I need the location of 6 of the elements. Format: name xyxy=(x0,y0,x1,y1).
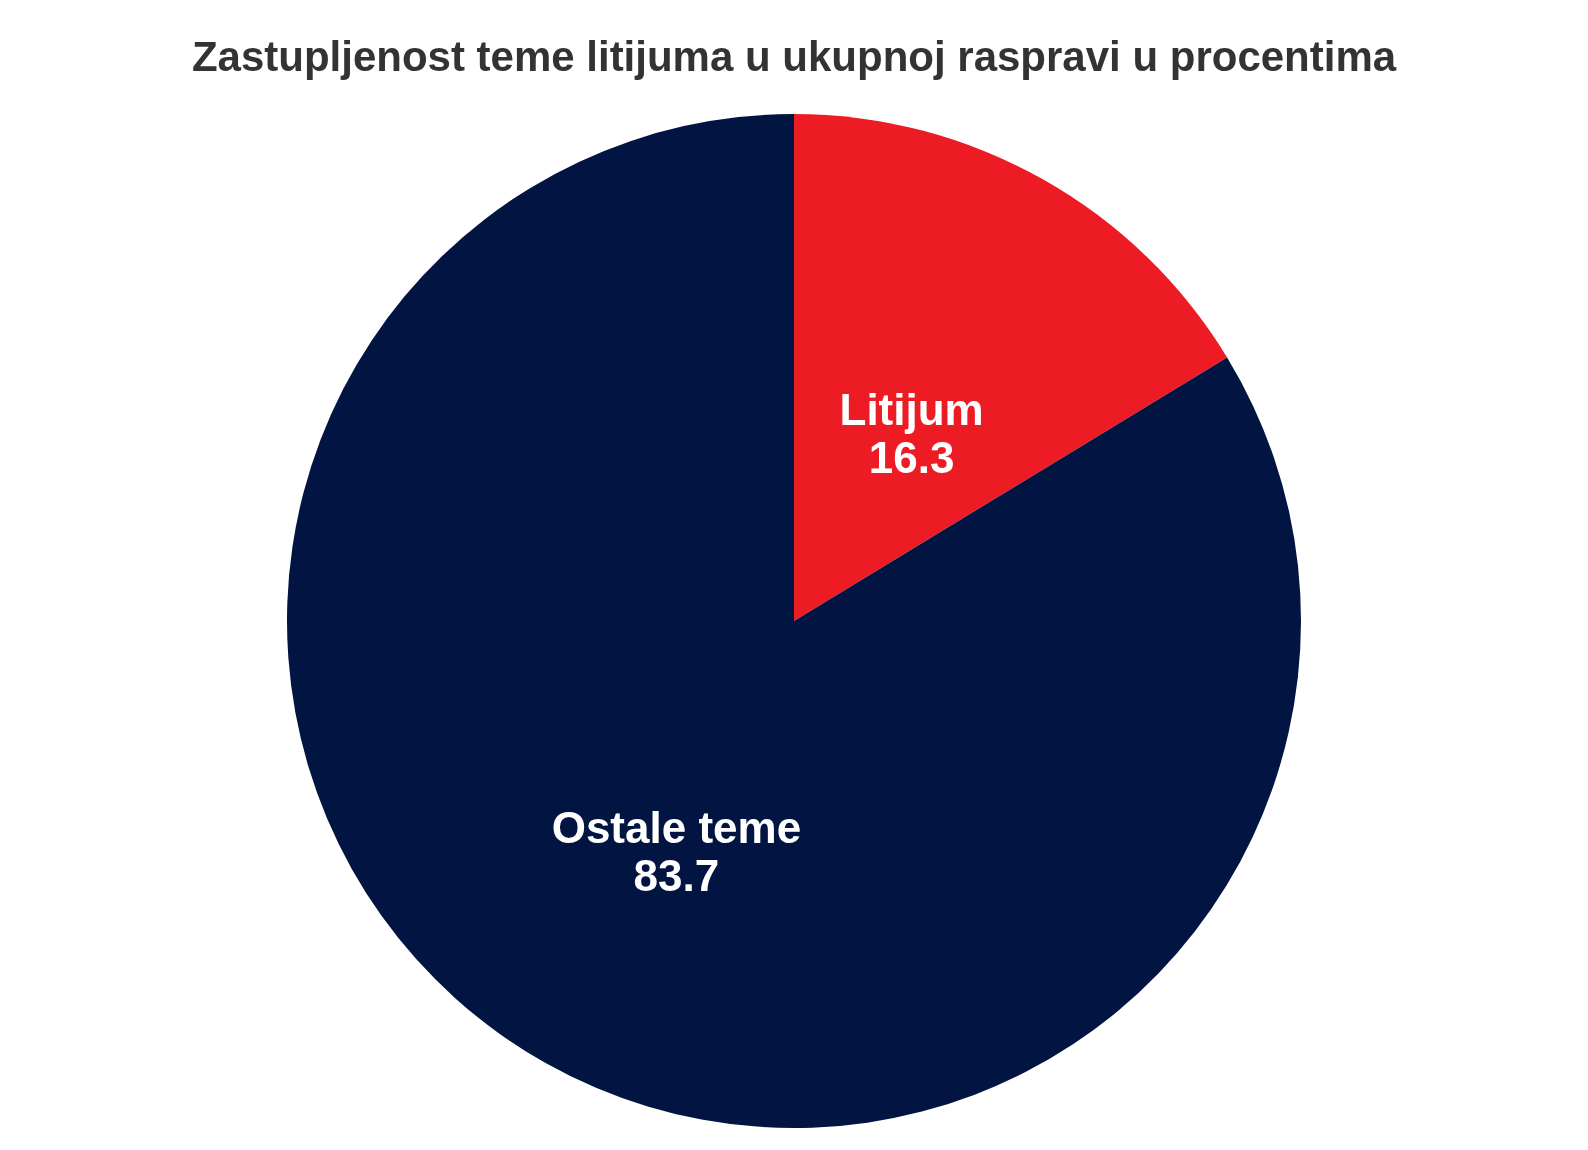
chart-title: Zastupljenost teme litijuma u ukupnoj raspravi u procentima xyxy=(191,33,1397,80)
data-label: 83.7 xyxy=(633,851,720,901)
slice-label: Ostale teme xyxy=(551,803,802,853)
slice-label: Litijum xyxy=(839,384,984,434)
pie-slice xyxy=(794,114,1228,621)
pie-slice xyxy=(287,114,1301,1127)
